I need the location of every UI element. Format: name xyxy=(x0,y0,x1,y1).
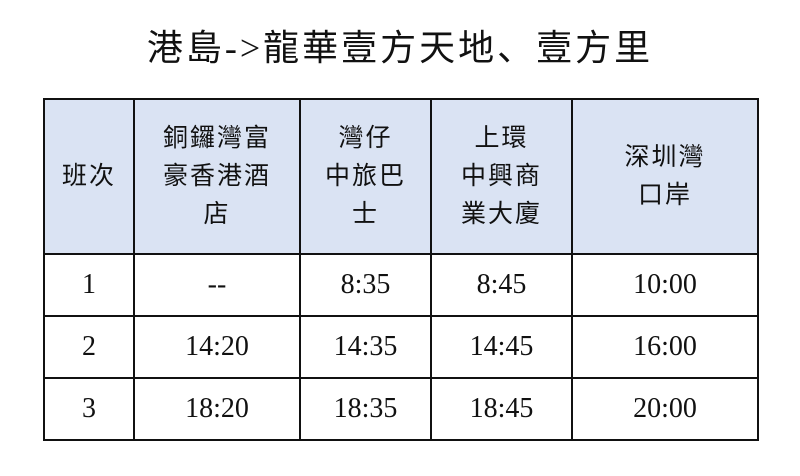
header-line: 深圳灣 xyxy=(624,143,706,171)
schedule-table: 班次 銅鑼灣富 豪香港酒店灣仔 中旅巴士上環 中興商 業大廈 深圳灣 口岸 1 -- 8:35 8:… xyxy=(43,98,759,441)
header-line: 中旅巴 xyxy=(324,162,406,190)
trip-number-cell: 2 xyxy=(43,315,135,379)
time-cell: 8:35 xyxy=(299,253,432,317)
header-line: 班次 xyxy=(61,162,116,190)
time-cell: 18:20 xyxy=(133,377,301,441)
header-line: 銅鑼灣富 xyxy=(162,124,271,152)
time-cell: 8:45 xyxy=(430,253,573,317)
table-row: 1 -- 8:35 8:45 10:00 xyxy=(43,253,759,317)
time-cell: 14:35 xyxy=(299,315,432,379)
table-row: 2 14:20 14:35 14:45 16:00 xyxy=(43,315,759,379)
header-line: 豪香港酒 xyxy=(162,162,271,190)
header-wan-chai: 灣仔 中旅巴士 xyxy=(299,98,432,255)
header-shenzhen-bay: 深圳灣 口岸 xyxy=(571,98,759,255)
header-line: 灣仔 xyxy=(338,124,393,152)
time-cell: 18:45 xyxy=(430,377,573,441)
time-cell: 18:35 xyxy=(299,377,432,441)
time-cell: 14:20 xyxy=(133,315,301,379)
header-causeway-bay: 銅鑼灣富 豪香港酒店 xyxy=(133,98,301,255)
page-title: 港島->龍華壹方天地、壹方里 xyxy=(146,28,654,68)
trip-number-cell: 1 xyxy=(43,253,135,317)
header-sheung-wan: 上環 中興商 業大廈 xyxy=(430,98,573,255)
time-cell: 16:00 xyxy=(571,315,759,379)
header-line: 店 xyxy=(203,200,231,228)
time-cell: -- xyxy=(133,253,301,317)
time-cell: 20:00 xyxy=(571,377,759,441)
header-row: 班次 銅鑼灣富 豪香港酒店灣仔 中旅巴士上環 中興商 業大廈 深圳灣 口岸 xyxy=(43,98,759,255)
time-cell: 14:45 xyxy=(430,315,573,379)
header-line: 上環 xyxy=(474,124,529,152)
header-line: 中興商 xyxy=(460,162,542,190)
header-line: 業大廈 xyxy=(460,200,542,228)
table-row: 3 18:20 18:35 18:45 20:00 xyxy=(43,377,759,441)
trip-number-cell: 3 xyxy=(43,377,135,441)
header-line: 士 xyxy=(351,200,379,228)
time-cell: 10:00 xyxy=(571,253,759,317)
header-line: 口岸 xyxy=(637,181,692,209)
header-trip-number: 班次 xyxy=(43,98,135,255)
